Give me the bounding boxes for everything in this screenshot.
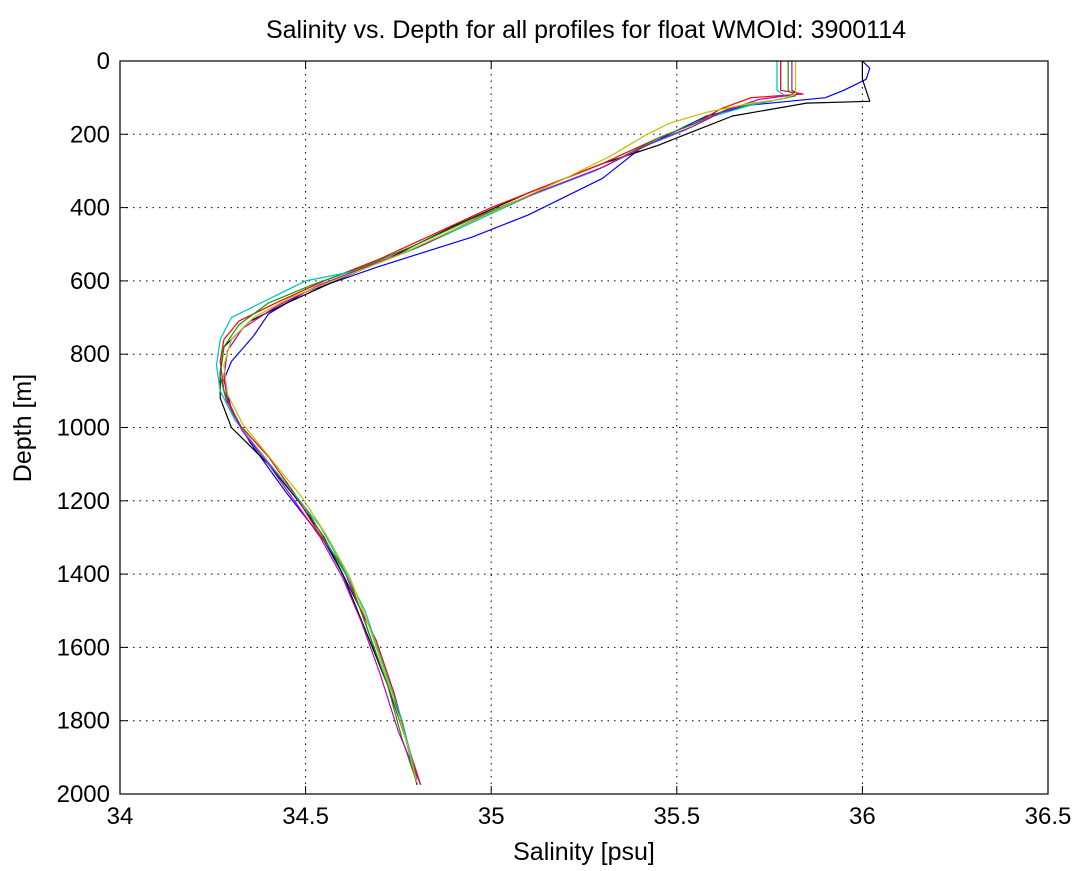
chart-title: Salinity vs. Depth for all profiles for … [266,16,906,44]
y-tick-labels: 0 200 400 600 800 1000 1200 1400 1600 1800 2000 [57,48,110,808]
profile-line-7 [223,61,797,784]
y-tick-label: 1200 [57,488,110,515]
y-tick-label: 800 [70,341,110,368]
y-tick-label: 2000 [57,781,110,808]
profile-line-3 [219,61,804,785]
profile-line-1 [223,60,871,784]
y-tick-label: 1000 [57,415,110,442]
y-tick-label: 200 [70,121,110,148]
x-tick-label: 36 [849,803,876,830]
y-tick-label: 400 [70,195,110,222]
y-tick-label: 1600 [57,634,110,661]
x-tick-label: 35 [478,803,505,830]
profile-line-6 [223,61,800,786]
profile-line-2 [219,61,871,785]
y-axis-label: Depth [m] [9,374,37,482]
y-tick-label: 1400 [57,561,110,588]
profiles [215,60,871,786]
x-axis-label: Salinity [psu] [513,838,655,866]
y-tick-label: 600 [70,268,110,295]
x-tick-label: 34 [107,803,134,830]
y-tick-label: 0 [97,48,110,75]
profile-line-4 [219,61,797,784]
axis-ticks [119,60,1049,795]
x-tick-label: 36.5 [1025,803,1072,830]
x-tick-label: 34.5 [282,803,329,830]
x-tick-labels: 34 34.5 35 35.5 36 36.5 [107,803,1072,830]
x-tick-label: 35.5 [653,803,700,830]
profile-line-5 [215,61,789,780]
y-tick-label: 1800 [57,708,110,735]
